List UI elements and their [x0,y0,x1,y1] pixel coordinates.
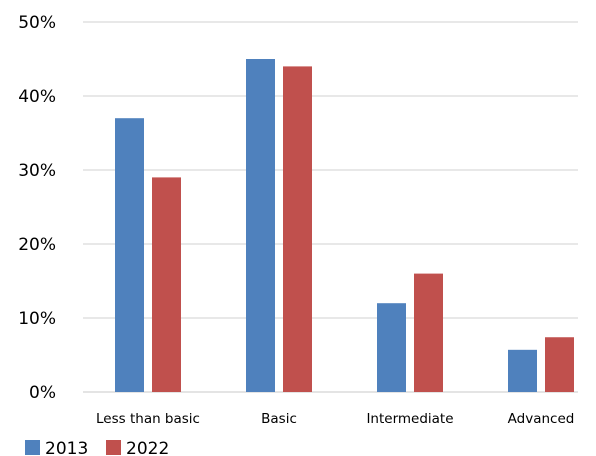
bar-2022-basic [283,66,312,393]
y-axis: 0% 10% 20% 30% 40% 50% [18,13,56,403]
legend-swatch-2013 [25,440,40,455]
bar-2022-advanced [545,337,574,392]
y-tick-label: 0% [29,383,56,403]
x-tick-label: Less than basic [96,411,200,427]
x-tick-label: Intermediate [366,411,453,427]
x-axis: Less than basic Basic Intermediate Advanced [96,411,574,427]
y-tick-label: 10% [18,309,56,329]
x-tick-label: Advanced [508,411,575,427]
bar-2022-less-than-basic [152,177,181,392]
legend: 2013 2022 [25,439,169,456]
legend-label-2013: 2013 [45,439,88,456]
legend-label-2022: 2022 [126,439,169,456]
y-tick-label: 50% [18,13,56,33]
bar-2013-basic [246,59,275,392]
bars [115,59,574,393]
y-tick-label: 20% [18,235,56,255]
bar-2013-advanced [508,349,537,392]
legend-swatch-2022 [106,440,121,455]
x-tick-label: Basic [261,411,297,427]
y-tick-label: 40% [18,87,56,107]
bar-2013-intermediate [377,303,406,392]
bar-2013-less-than-basic [115,118,144,392]
bar-2022-intermediate [414,273,443,392]
y-tick-label: 30% [18,161,56,181]
